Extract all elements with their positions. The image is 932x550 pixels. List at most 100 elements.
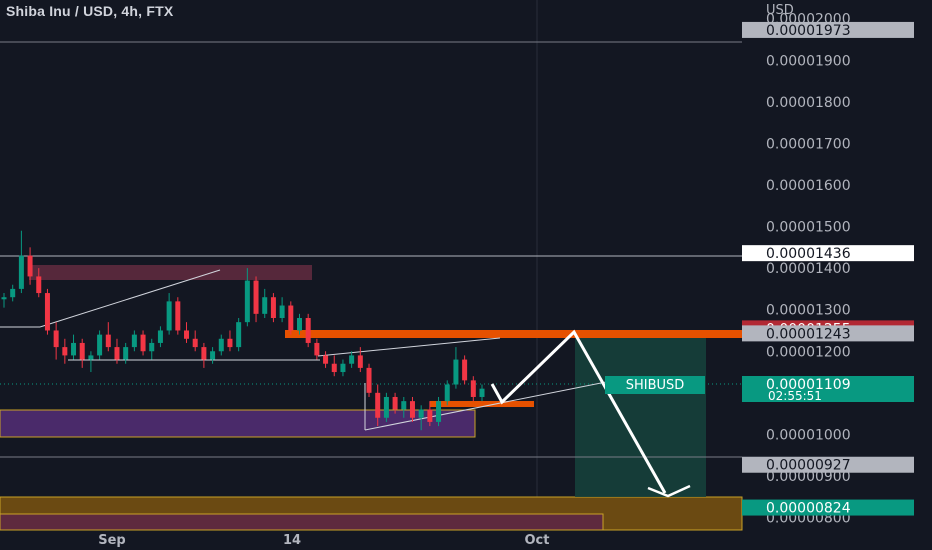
candle	[149, 338, 155, 360]
candle	[479, 384, 485, 402]
candle-body	[192, 338, 198, 348]
candle	[296, 313, 302, 335]
candles-group	[1, 230, 485, 431]
candle-body	[453, 359, 459, 385]
candle	[470, 376, 476, 402]
candle	[462, 355, 468, 385]
candle	[427, 401, 433, 427]
candle-body	[262, 297, 268, 314]
candle	[123, 342, 129, 364]
candle	[71, 334, 77, 360]
candle-body	[366, 367, 372, 393]
candle	[27, 247, 33, 285]
candle-body	[71, 342, 77, 356]
candle-body	[210, 351, 216, 360]
candle-body	[140, 334, 146, 352]
badge-824-bg	[742, 499, 914, 516]
price-badges: 0.000019730.000014360.000012550.00001243…	[742, 21, 914, 517]
candle-body	[288, 305, 294, 331]
time-label-14: 14	[283, 533, 301, 548]
candle-body	[114, 347, 120, 360]
badge-1243: 0.00001243	[766, 326, 851, 342]
candle	[279, 297, 285, 323]
candle	[62, 338, 68, 364]
price-tick-label: 0.00001000	[766, 427, 851, 443]
candle	[227, 330, 233, 352]
rising-wedge-upper	[39, 269, 221, 328]
candle-body	[296, 318, 302, 331]
badge-927-bg	[742, 456, 914, 473]
candle	[53, 322, 59, 360]
price-tick-label: 0.00001300	[766, 303, 851, 319]
price-tick-label: 0.00001800	[766, 95, 851, 111]
price-tick-label: 0.00001200	[766, 344, 851, 360]
candle	[357, 347, 363, 373]
candle-body	[123, 347, 129, 360]
price-tick-label: 0.00001700	[766, 136, 851, 152]
badge-1436-bg	[742, 245, 914, 262]
channel-upper-line	[317, 337, 501, 357]
candle-body	[314, 342, 320, 356]
candle	[18, 230, 24, 294]
candle	[244, 268, 250, 327]
candle	[331, 355, 337, 377]
candle	[444, 380, 450, 406]
candle-body	[427, 409, 433, 422]
candle-body	[10, 288, 16, 298]
candle-body	[279, 305, 285, 318]
candle-body	[340, 363, 346, 373]
candle-body	[18, 255, 24, 289]
price-axis[interactable]: 0.000020000.000019000.000018000.00001700…	[766, 12, 851, 527]
candle	[88, 351, 94, 373]
symbol-label: SHIBUSD	[626, 378, 685, 393]
candle	[218, 334, 224, 356]
price-tick-label: 0.00000900	[766, 469, 851, 485]
candle	[236, 318, 242, 352]
candle	[418, 405, 424, 431]
candle-body	[79, 342, 85, 360]
time-label-oct: Oct	[525, 533, 550, 548]
candle	[453, 347, 459, 389]
candle-body	[227, 338, 233, 348]
candle	[262, 288, 268, 318]
candle-body	[149, 342, 155, 352]
candle-body	[131, 334, 137, 348]
candle-body	[53, 330, 59, 348]
candle	[401, 396, 407, 418]
badge-824: 0.00000824	[766, 501, 851, 517]
candle-body	[479, 388, 485, 397]
target-zone-lower	[0, 513, 604, 531]
candle-body	[418, 409, 424, 418]
candle	[105, 322, 111, 352]
candle	[375, 384, 381, 427]
candle-body	[175, 301, 181, 331]
candle-body	[375, 392, 381, 418]
candle	[270, 293, 276, 323]
candle	[157, 326, 163, 348]
candle-body	[270, 297, 276, 318]
candle	[210, 347, 216, 364]
candle-body	[157, 330, 163, 343]
candle	[175, 297, 181, 335]
time-label-sep: Sep	[98, 533, 126, 548]
price-tick-label: 0.00001500	[766, 220, 851, 236]
candle-body	[36, 276, 42, 294]
price-tick-label: 0.00001900	[766, 53, 851, 69]
candle	[10, 284, 16, 302]
price-axis-unit: USD	[766, 3, 794, 18]
candle	[79, 338, 85, 368]
candle-body	[349, 355, 355, 364]
badge-1243-bg	[742, 325, 914, 342]
candle	[166, 293, 172, 335]
candle	[288, 301, 294, 335]
candle	[409, 396, 415, 422]
candle	[314, 338, 320, 360]
candle-body	[331, 363, 337, 373]
candle-body	[253, 280, 259, 314]
candle	[383, 392, 389, 422]
current-price-value: 0.00001109	[766, 377, 851, 393]
candle-body	[244, 280, 250, 323]
candle-body	[236, 322, 242, 348]
buy-box	[430, 401, 534, 407]
